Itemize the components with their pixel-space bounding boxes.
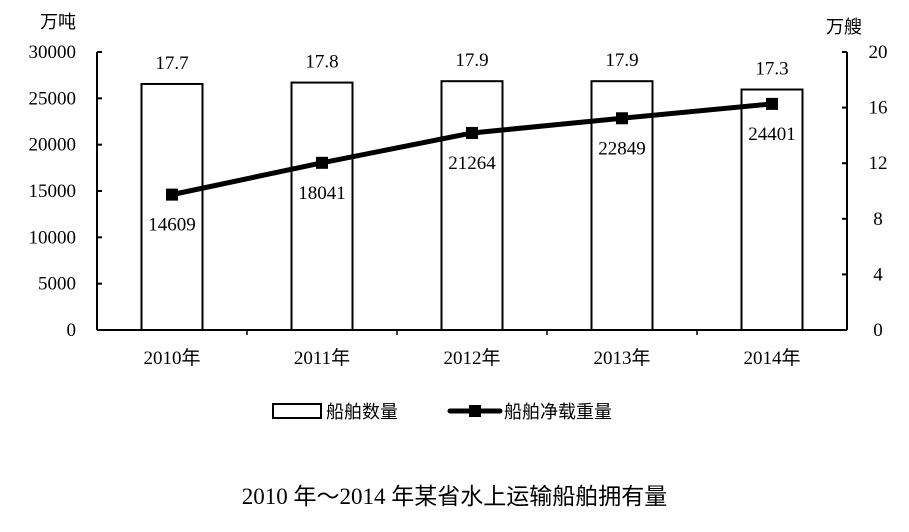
legend-bar-swatch — [272, 403, 322, 419]
bar-value-label: 17.7 — [155, 53, 188, 74]
chart-title: 2010 年～2014 年某省水上运输船舶拥有量 — [241, 484, 668, 509]
line-marker — [766, 97, 778, 110]
line-marker — [466, 126, 478, 139]
category-label: 2014年 — [743, 347, 800, 369]
line-marker — [316, 156, 328, 169]
left-tick-label: 30000 — [29, 42, 77, 63]
legend-bar-label: 船舶数量 — [326, 402, 398, 423]
bar-ship-count — [440, 80, 504, 331]
line-value-label: 21264 — [448, 153, 496, 174]
bar-value-label: 17.3 — [755, 59, 788, 80]
line-value-label: 14609 — [148, 215, 196, 236]
left-tick-label: 0 — [67, 320, 77, 341]
category-label: 2011年 — [294, 347, 350, 369]
line-value-label: 22849 — [598, 138, 646, 159]
right-tick-label: 16 — [869, 98, 888, 119]
right-tick-label: 20 — [869, 42, 888, 63]
line-value-label: 24401 — [748, 124, 796, 145]
bar-ship-count — [740, 88, 804, 331]
right-tick-label: 12 — [869, 153, 888, 174]
legend-line-label: 船舶净载重量 — [504, 402, 612, 423]
bar-ship-count — [290, 81, 354, 331]
bar-value-label: 17.8 — [305, 52, 338, 73]
line-marker — [166, 188, 178, 201]
bar-value-label: 17.9 — [605, 50, 638, 71]
left-tick-label: 10000 — [29, 227, 77, 248]
right-tick-label: 4 — [873, 264, 883, 285]
right-tick-label: 0 — [873, 320, 883, 341]
bar-value-label: 17.9 — [455, 50, 488, 71]
category-label: 2012年 — [443, 347, 500, 369]
right-tick-label: 8 — [873, 209, 883, 230]
left-unit-label: 万吨 — [40, 12, 76, 33]
left-tick-label: 5000 — [38, 274, 76, 295]
right-unit-label: 万艘 — [826, 17, 862, 38]
left-tick-label: 25000 — [29, 88, 77, 109]
bar-ship-count — [140, 82, 204, 331]
legend-line-marker — [469, 405, 481, 417]
left-tick-label: 20000 — [29, 135, 77, 156]
line-value-label: 18041 — [298, 183, 346, 204]
line-marker — [616, 112, 628, 125]
category-label: 2010年 — [143, 347, 200, 369]
category-label: 2013年 — [593, 347, 650, 369]
left-tick-label: 15000 — [29, 181, 77, 202]
